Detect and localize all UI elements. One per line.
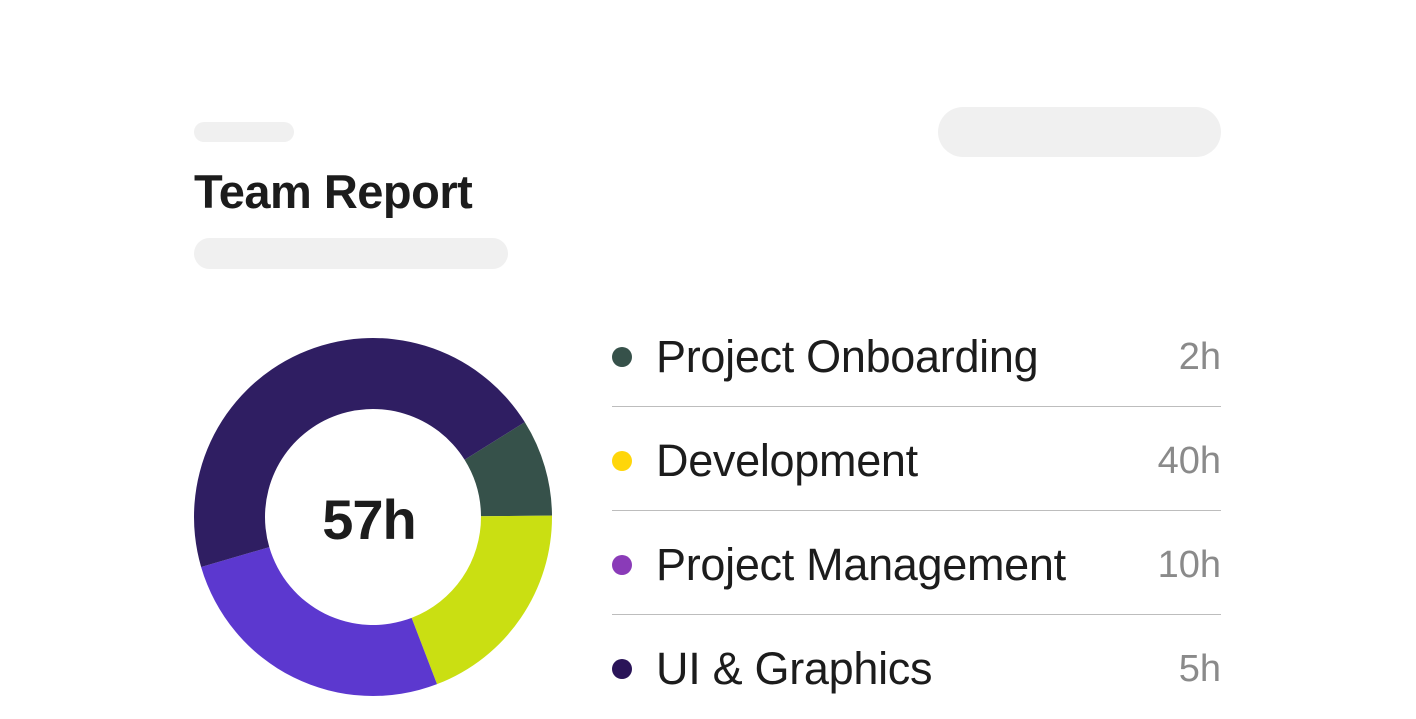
donut-total: 57h [190,334,556,700]
dot-icon [612,659,632,679]
legend-label: UI & Graphics [656,643,933,694]
page-title: Team Report [194,165,473,218]
skeleton-placeholder-subtitle [194,238,508,269]
donut-slice-ui-graphics [194,338,525,567]
dot-icon [612,555,632,575]
legend-value: 40h [1157,440,1221,482]
donut-slice-project-onboarding [464,422,552,517]
donut-total-label: 57h [322,487,416,551]
legend-list: Project Onboarding 2h Development 40h Pr… [612,303,1221,719]
donut-chart: 57h [190,334,556,700]
legend-label: Project Management [656,539,1066,590]
legend-row-development[interactable]: Development 40h [612,407,1221,511]
legend-value: 2h [1178,336,1221,378]
legend-value: 10h [1157,544,1221,586]
legend-row-project-onboarding[interactable]: Project Onboarding 2h [612,303,1221,407]
legend-row-project-management[interactable]: Project Management 10h [612,511,1221,615]
dot-icon [612,347,632,367]
legend-label: Project Onboarding [656,331,1039,382]
legend-row-ui-graphics[interactable]: UI & Graphics 5h [612,615,1221,719]
donut-slice-project-management [201,547,437,696]
legend-value: 5h [1178,648,1221,690]
donut-chart-svg [194,338,552,696]
donut-slice-development [411,515,552,685]
skeleton-placeholder-top [194,122,294,142]
dot-icon [612,451,632,471]
legend-label: Development [656,435,918,486]
skeleton-placeholder-button [938,107,1221,157]
